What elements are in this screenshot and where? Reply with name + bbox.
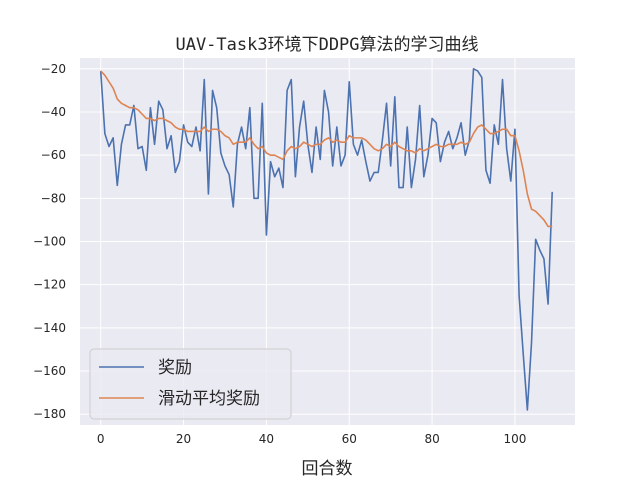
x-tick-label: 40	[259, 432, 274, 446]
x-tick-label: 20	[176, 432, 191, 446]
x-tick-label: 60	[342, 432, 357, 446]
series-line-moving-average	[100, 70, 553, 228]
y-tick-label: −100	[33, 235, 66, 249]
x-tick-label: 0	[97, 432, 105, 446]
series-line-reward	[99, 67, 554, 411]
legend-label-reward: 奖励	[158, 358, 192, 378]
chart-title: UAV-Task3环境下DDPG算法的学习曲线	[175, 35, 478, 55]
y-tick-label: −80	[41, 191, 66, 205]
y-tick-label: −160	[33, 364, 66, 378]
y-tick-label: −140	[33, 321, 66, 335]
x-axis: 0 20 40 60 80 100	[97, 432, 526, 446]
legend: 奖励 滑动平均奖励	[89, 348, 292, 420]
y-tick-label: −180	[33, 407, 66, 421]
x-axis-label: 回合数	[302, 459, 353, 479]
y-tick-label: −60	[41, 148, 66, 162]
y-tick-label: −120	[33, 278, 66, 292]
x-tick-label: 100	[503, 432, 526, 446]
y-axis: −180 −160 −140 −120 −100 −80 −60 −40 −20	[33, 62, 66, 421]
legend-label-moving-average: 滑动平均奖励	[158, 389, 260, 409]
y-tick-label: −40	[41, 105, 66, 119]
y-tick-label: −20	[41, 62, 66, 76]
x-tick-label: 80	[424, 432, 439, 446]
series-lines	[99, 67, 554, 411]
